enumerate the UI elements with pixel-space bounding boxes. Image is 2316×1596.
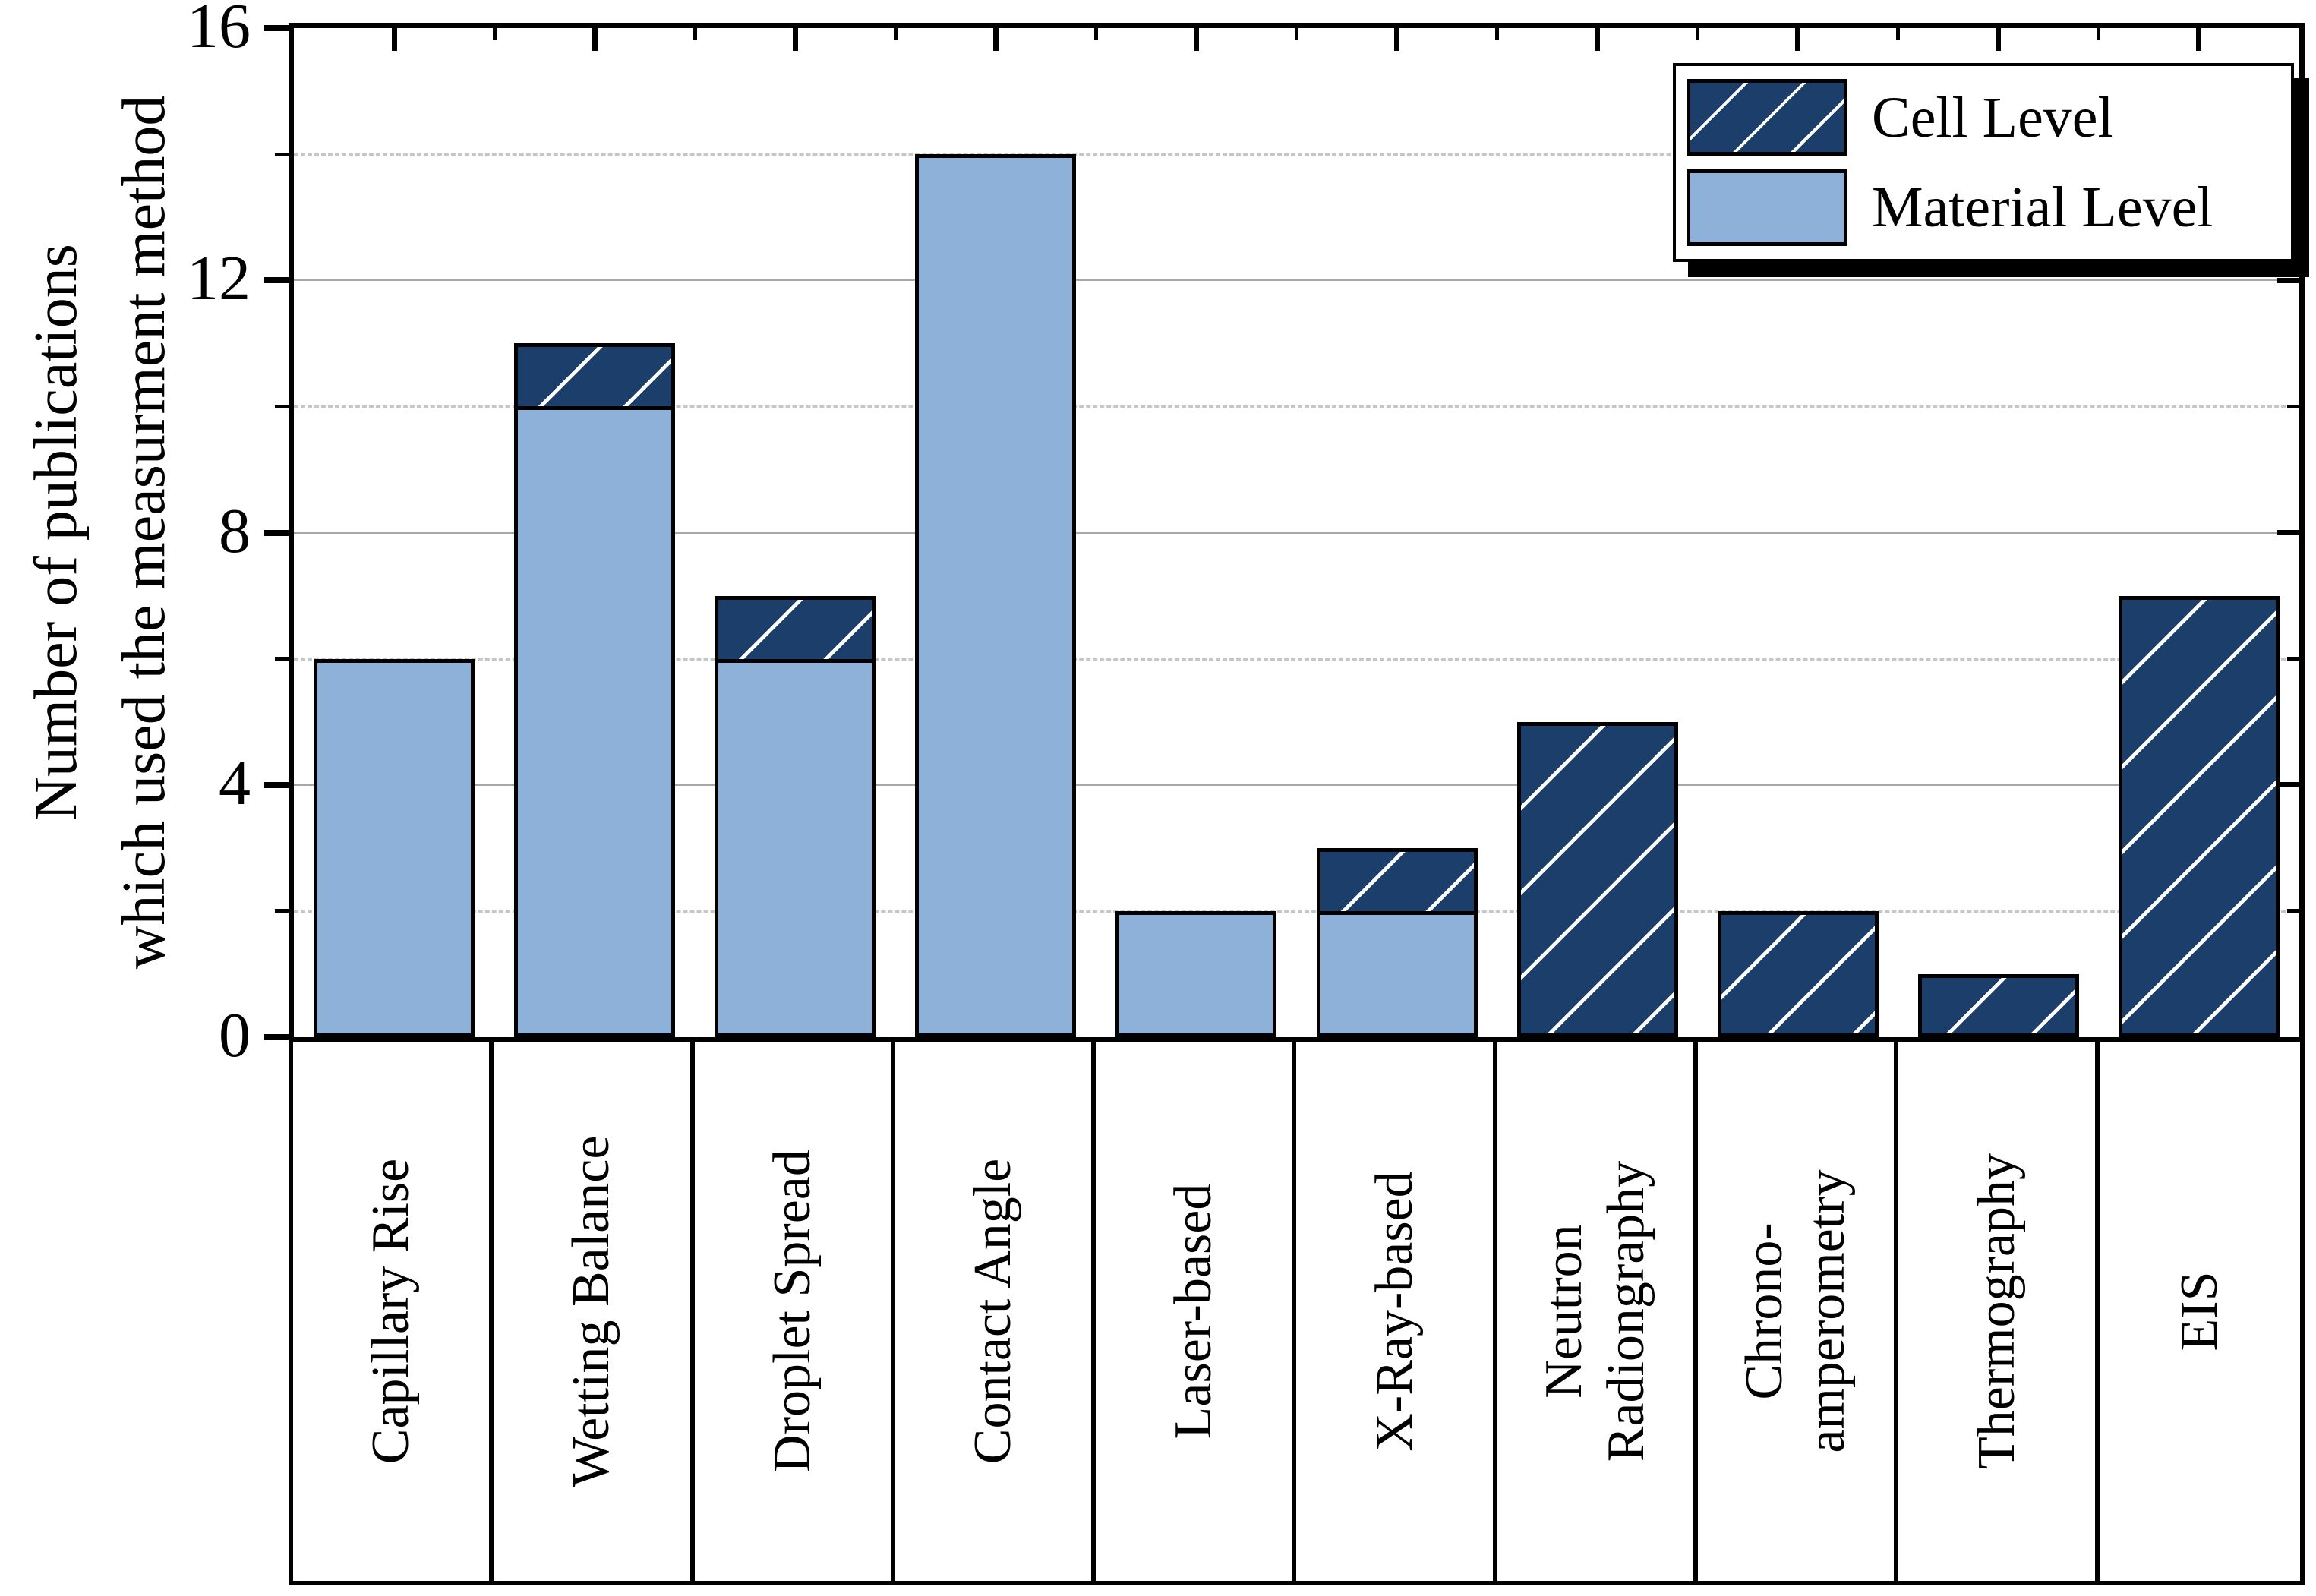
- top-major-tick: [1996, 28, 2002, 51]
- y-axis-title-line1: Number of publications: [23, 244, 90, 821]
- top-major-tick: [1595, 28, 1601, 51]
- legend: Cell Level Material Level: [1673, 63, 2294, 262]
- category-label-band: Capillary Rise Wetting Balance Droplet Spr…: [289, 1037, 2305, 1585]
- top-major-tick: [1795, 28, 1801, 51]
- bar-segment-cell-level: [514, 343, 676, 407]
- category-cell: EIS: [2100, 1042, 2300, 1581]
- right-major-tick: [2277, 277, 2299, 283]
- category-label: Droplet Spread: [762, 1150, 822, 1473]
- top-major-tick: [2196, 28, 2202, 51]
- gridline-dashed: [294, 658, 2299, 661]
- legend-item-material-level: Material Level: [1687, 169, 2291, 246]
- gridline-dashed: [294, 153, 2299, 156]
- category-cell: Wetting Balance: [494, 1042, 695, 1581]
- category-label: Neutron Radiongraphy: [1534, 1160, 1655, 1462]
- legend-item-cell-level: Cell Level: [1687, 79, 2291, 156]
- top-major-tick: [592, 28, 598, 51]
- gridline-solid: [294, 531, 2299, 534]
- category-label: Laser-based: [1164, 1183, 1223, 1440]
- left-major-tick: [264, 1034, 289, 1040]
- category-label: X-Ray-based: [1365, 1171, 1424, 1452]
- y-tick-label: 0: [219, 1000, 251, 1071]
- right-major-tick: [2277, 782, 2299, 788]
- bar-segment-cell-level: [715, 595, 876, 659]
- category-cell: Laser-based: [1096, 1042, 1297, 1581]
- right-minor-tick: [2287, 657, 2299, 661]
- legend-label-material-level: Material Level: [1872, 175, 2213, 240]
- top-minor-tick: [2097, 28, 2101, 40]
- top-minor-tick: [1295, 28, 1298, 40]
- right-minor-tick: [2287, 909, 2299, 913]
- category-cell: Chrono- amperometry: [1698, 1042, 1899, 1581]
- left-minor-tick: [275, 152, 289, 156]
- top-minor-tick: [693, 28, 697, 40]
- bar-segment-material-level: [715, 658, 876, 1037]
- left-minor-tick: [275, 404, 289, 408]
- category-cell: Contact Angle: [895, 1042, 1096, 1581]
- right-major-tick: [2277, 530, 2299, 535]
- top-minor-tick: [1495, 28, 1500, 40]
- top-major-tick: [992, 28, 999, 51]
- bar-segment-material-level: [1316, 910, 1478, 1037]
- category-cell: Droplet Spread: [695, 1042, 895, 1581]
- bar-segment-cell-level: [1917, 973, 2079, 1037]
- gridline-dashed: [294, 405, 2299, 408]
- left-minor-tick: [275, 909, 289, 913]
- gridline-solid: [294, 784, 2299, 786]
- top-minor-tick: [1696, 28, 1700, 40]
- bar-segment-cell-level: [1316, 847, 1478, 911]
- category-cell: Thermography: [1898, 1042, 2100, 1581]
- category-cell: Capillary Rise: [293, 1042, 494, 1581]
- left-major-tick: [264, 277, 289, 284]
- left-major-tick: [264, 529, 289, 536]
- y-tick-label: 12: [187, 243, 251, 314]
- category-label: Contact Angle: [964, 1158, 1023, 1465]
- bar-segment-material-level: [514, 406, 676, 1037]
- category-cell: Neutron Radiongraphy: [1497, 1042, 1699, 1581]
- category-label: Thermography: [1967, 1153, 2026, 1469]
- bar-segment-cell-level: [2118, 595, 2280, 1037]
- bar-segment-material-level: [314, 658, 475, 1037]
- category-label: Capillary Rise: [361, 1158, 421, 1465]
- y-tick-label: 8: [219, 495, 251, 566]
- category-cell: X-Ray-based: [1297, 1042, 1497, 1581]
- cell-level-swatch-icon: [1687, 79, 1847, 156]
- left-minor-tick: [275, 657, 289, 661]
- top-major-tick: [792, 28, 798, 51]
- top-major-tick: [1193, 28, 1199, 51]
- top-minor-tick: [1896, 28, 1901, 40]
- y-tick-label: 4: [219, 747, 251, 819]
- material-level-swatch-icon: [1687, 169, 1847, 246]
- left-major-tick: [264, 25, 289, 31]
- top-major-tick: [1394, 28, 1400, 51]
- gridline-dashed: [294, 910, 2299, 913]
- bar-segment-cell-level: [1516, 721, 1678, 1037]
- left-major-tick: [264, 781, 289, 788]
- top-minor-tick: [1093, 28, 1098, 40]
- bar-segment-material-level: [915, 154, 1077, 1037]
- category-label: Wetting Balance: [562, 1135, 621, 1487]
- top-minor-tick: [492, 28, 497, 40]
- legend-label-cell-level: Cell Level: [1872, 85, 2114, 150]
- bar-segment-material-level: [1115, 910, 1277, 1037]
- bar-segment-cell-level: [1717, 910, 1879, 1037]
- gridline-solid: [294, 279, 2299, 282]
- right-minor-tick: [2287, 404, 2299, 408]
- top-major-tick: [391, 28, 397, 51]
- top-minor-tick: [893, 28, 898, 40]
- category-label: EIS: [2169, 1271, 2229, 1352]
- category-label: Chrono- amperometry: [1735, 1169, 1857, 1453]
- y-tick-label: 16: [187, 0, 251, 62]
